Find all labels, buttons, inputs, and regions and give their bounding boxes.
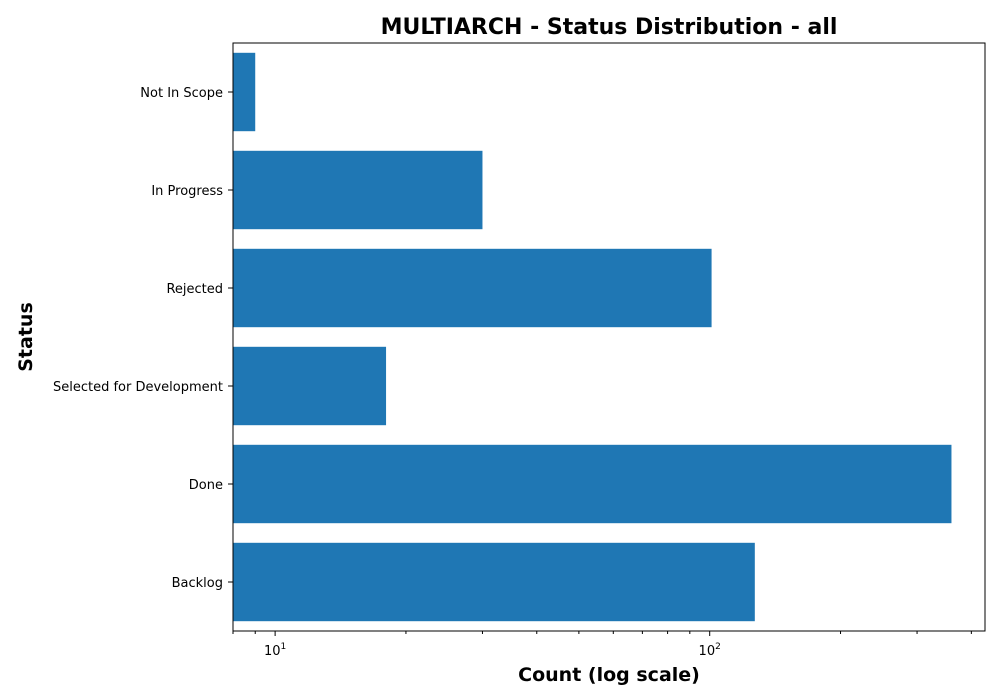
bar-in-progress — [233, 150, 483, 230]
y-tick-label: In Progress — [151, 184, 223, 199]
bar-rejected — [233, 248, 712, 328]
y-axis-label: Status — [15, 302, 37, 372]
y-tick-label: Rejected — [166, 282, 223, 297]
bars-group — [233, 52, 952, 622]
bar-done — [233, 444, 952, 524]
x-axis-label: Count (log scale) — [518, 664, 700, 686]
x-tick-label: 101 — [264, 642, 286, 659]
y-tick-label: Backlog — [172, 576, 223, 591]
x-tick-label: 102 — [699, 642, 721, 659]
bar-not-in-scope — [233, 52, 256, 132]
x-axis-ticks: 101 102 — [232, 631, 972, 659]
bar-backlog — [233, 542, 755, 622]
y-tick-label: Not In Scope — [140, 86, 223, 101]
plot-frame — [232, 42, 986, 632]
y-axis-ticks: Backlog Done Selected for Development Rejec… — [53, 86, 233, 591]
chart-title: MULTIARCH - Status Distribution - all — [381, 15, 838, 40]
y-tick-label: Done — [189, 478, 223, 493]
y-tick-label: Selected for Development — [53, 380, 223, 395]
bar-selected-for-development — [233, 346, 387, 426]
